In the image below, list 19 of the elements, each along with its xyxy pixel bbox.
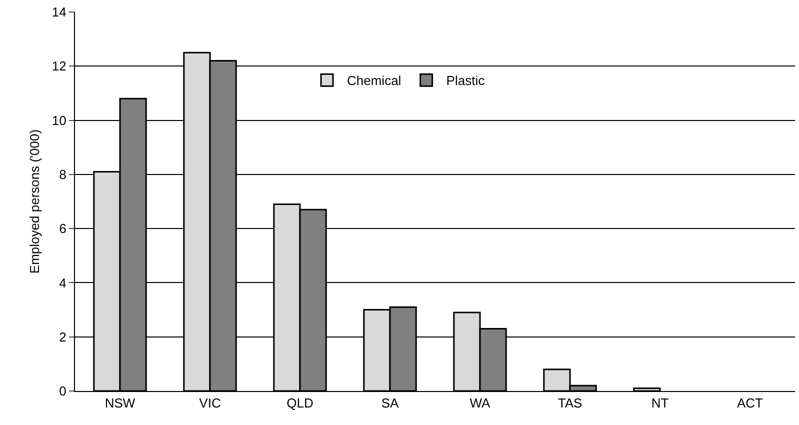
y-axis-title: Employed persons ('000) (27, 129, 42, 274)
y-tick-label: 2 (59, 329, 66, 344)
x-tick-label: VIC (199, 396, 221, 411)
legend-label: Chemical (347, 73, 402, 88)
y-tick-label: 0 (59, 384, 66, 399)
legend-label: Plastic (446, 73, 486, 88)
y-tick-label: 8 (59, 166, 66, 182)
x-tick-label: WA (470, 396, 491, 411)
x-tick-label: ACT (737, 396, 764, 411)
x-tick-label: SA (381, 396, 399, 411)
y-tick-label: 12 (52, 58, 66, 74)
y-tick-label: 14 (52, 4, 66, 20)
x-tick-label: NT (651, 396, 669, 411)
y-tick-label: 6 (59, 221, 66, 236)
x-tick-label: QLD (286, 396, 314, 411)
x-tick-label: TAS (558, 396, 582, 411)
y-tick-label: 4 (59, 275, 66, 290)
x-tick-label: NSW (104, 396, 136, 411)
y-tick-label: 10 (52, 112, 66, 128)
